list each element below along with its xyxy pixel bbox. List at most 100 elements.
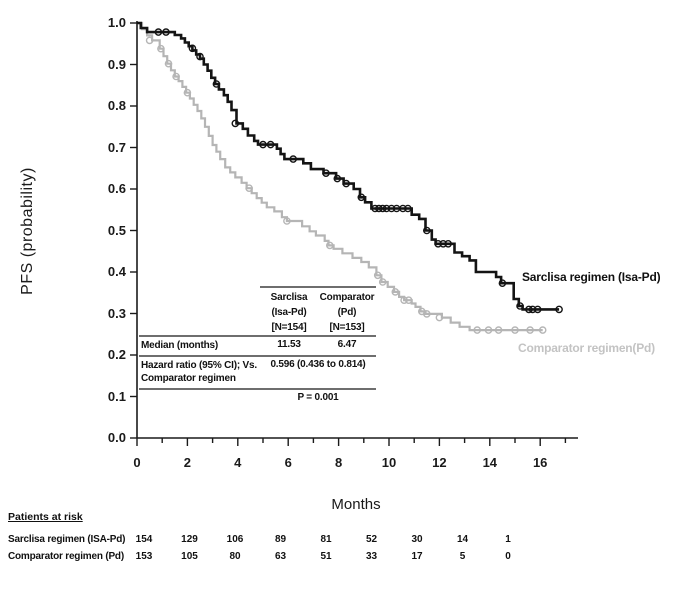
x-tick-label: 14 xyxy=(482,455,498,470)
y-tick-label: 0.2 xyxy=(107,347,126,362)
at-risk-row: Comparator regimen (Pd) 153 105 80 63 51 33 17 5… xyxy=(0,551,696,565)
sarclisa-censor-mark xyxy=(516,302,524,310)
sarclisa-censor-mark xyxy=(528,305,537,314)
sarclisa-censor-mark xyxy=(533,305,542,314)
at-risk-count: 63 xyxy=(274,551,287,562)
x-tick-label: 8 xyxy=(334,455,343,470)
sarclisa-censor-mark xyxy=(342,179,351,188)
comparator-censor-mark xyxy=(538,326,547,334)
comparator-censor-mark xyxy=(245,184,253,192)
comparator-censor-mark xyxy=(494,326,503,334)
y-tick-label: 1.0 xyxy=(107,15,126,30)
legend-comparator-label: Comparator regimen(Pd) xyxy=(518,341,655,355)
at-risk-count: 129 xyxy=(181,534,198,545)
sarclisa-curve xyxy=(137,21,560,311)
comparator-censor-mark xyxy=(378,278,387,286)
at-risk-count: 0 xyxy=(505,551,511,562)
y-tick-label: 0.3 xyxy=(107,305,126,321)
comparator-censor-mark xyxy=(400,296,408,305)
at-risk-count: 80 xyxy=(229,551,241,562)
comparator-censor-mark xyxy=(325,241,334,250)
sarclisa-censor-mark xyxy=(434,239,442,248)
sarclisa-censor-mark xyxy=(162,28,170,36)
sarclisa-censor-mark xyxy=(333,174,342,183)
sarclisa-censor-mark xyxy=(422,226,431,235)
sarclisa-censor-mark xyxy=(399,204,407,213)
at-risk-count: 17 xyxy=(411,551,423,562)
comparator-censor-mark xyxy=(172,72,180,81)
at-risk-count: 52 xyxy=(365,534,378,545)
at-risk-count: 51 xyxy=(320,551,332,562)
sarclisa-censor-mark xyxy=(289,155,298,163)
sarclisa-censor-mark xyxy=(371,204,379,213)
p-value: P = 0.001 xyxy=(297,391,339,403)
hr-label: Hazard ratio (95% CI); Vs. Comparator re… xyxy=(141,359,257,385)
at-risk-count: 33 xyxy=(365,551,378,562)
comparator-censor-mark xyxy=(145,36,154,45)
comparator-censor-mark xyxy=(283,217,291,225)
median-sarclisa-value: 11.53 xyxy=(277,339,301,350)
y-tick-label: 0.4 xyxy=(107,264,126,279)
x-tick-label: 16 xyxy=(532,455,548,470)
y-tick-label: 0.0 xyxy=(107,430,126,445)
comparator-censor-mark xyxy=(391,288,400,296)
comparator-censor-mark xyxy=(511,326,519,334)
stats-table: Sarclisa (Isa-Pd) [N=154] Comparator (Pd… xyxy=(139,286,376,403)
median-comparator-value: 6.47 xyxy=(337,339,357,350)
comparator-censor-mark xyxy=(422,310,431,318)
sarclisa-censor-mark xyxy=(555,305,563,314)
x-tick-label: 0 xyxy=(133,455,141,470)
stats-table-median-row: Median (months) 11.53 6.47 xyxy=(139,335,376,355)
at-risk-count: 153 xyxy=(135,551,153,562)
sarclisa-censor-mark xyxy=(196,52,204,61)
stats-table-p-row: P = 0.001 xyxy=(139,387,376,403)
legend-sarclisa-label: Sarclisa regimen (Isa-Pd) xyxy=(522,270,661,284)
at-risk-count: 30 xyxy=(411,534,423,545)
x-tick-label: 2 xyxy=(183,455,191,470)
at-risk-row-label: Sarclisa regimen (ISA-Pd) xyxy=(8,534,126,545)
y-axis-title: PFS (probability) xyxy=(19,167,36,295)
at-risk-row: Sarclisa regimen (ISA-Pd) 154 129 106 89 81 52… xyxy=(0,534,696,548)
x-tick-label: 4 xyxy=(234,455,242,470)
y-tick-label: 0.6 xyxy=(107,181,126,196)
x-axis-title: Months xyxy=(331,496,381,513)
comparator-censor-mark xyxy=(473,326,482,334)
sarclisa-censor-mark xyxy=(387,204,396,213)
stats-table-header: Sarclisa (Isa-Pd) [N=154] Comparator (Pd… xyxy=(139,286,376,335)
sarclisa-censor-mark xyxy=(439,239,448,248)
comparator-censor-mark xyxy=(164,59,173,68)
comparator-censor-mark xyxy=(373,271,382,280)
sarclisa-censor-mark xyxy=(266,140,275,149)
sarclisa-censor-mark xyxy=(378,204,387,213)
x-tick-label: 10 xyxy=(381,455,397,470)
at-risk-count: 154 xyxy=(135,534,153,545)
patients-at-risk-heading: Patients at risk xyxy=(8,511,83,523)
y-tick-label: 0.8 xyxy=(107,98,126,113)
x-tick-label: 12 xyxy=(432,455,447,470)
y-tick-label: 0.1 xyxy=(107,388,126,404)
sarclisa-censor-mark xyxy=(357,193,366,202)
y-tick-label: 0.7 xyxy=(107,139,126,155)
stats-table-empty-cell xyxy=(139,286,260,335)
hr-value: 0.596 (0.436 to 0.814) xyxy=(270,358,366,370)
comparator-censor-mark xyxy=(157,44,165,53)
sarclisa-censor-mark xyxy=(322,169,330,177)
at-risk-row-label: Comparator regimen (Pd) xyxy=(8,551,124,562)
sarclisa-censor-mark xyxy=(231,119,240,128)
comparator-censor-mark xyxy=(484,326,493,334)
y-tick-label: 0.9 xyxy=(107,56,126,72)
sarclisa-censor-mark xyxy=(498,279,507,288)
sarclisa-censor-mark xyxy=(404,204,412,213)
comparator-censor-mark xyxy=(404,296,413,305)
y-tick-label: 0.5 xyxy=(107,222,126,238)
at-risk-count: 14 xyxy=(456,534,469,545)
stats-table-col-sarclisa: Sarclisa (Isa-Pd) [N=154] xyxy=(260,286,318,335)
sarclisa-censor-mark xyxy=(444,239,453,248)
stats-table-hr-row: Hazard ratio (95% CI); Vs. Comparator re… xyxy=(139,354,376,388)
at-risk-count: 105 xyxy=(181,551,198,562)
at-risk-count: 81 xyxy=(320,534,332,545)
stats-table-col-comparator: Comparator (Pd) [N=153] xyxy=(318,286,376,335)
comparator-censor-mark xyxy=(183,88,192,97)
at-risk-count: 1 xyxy=(505,534,511,545)
